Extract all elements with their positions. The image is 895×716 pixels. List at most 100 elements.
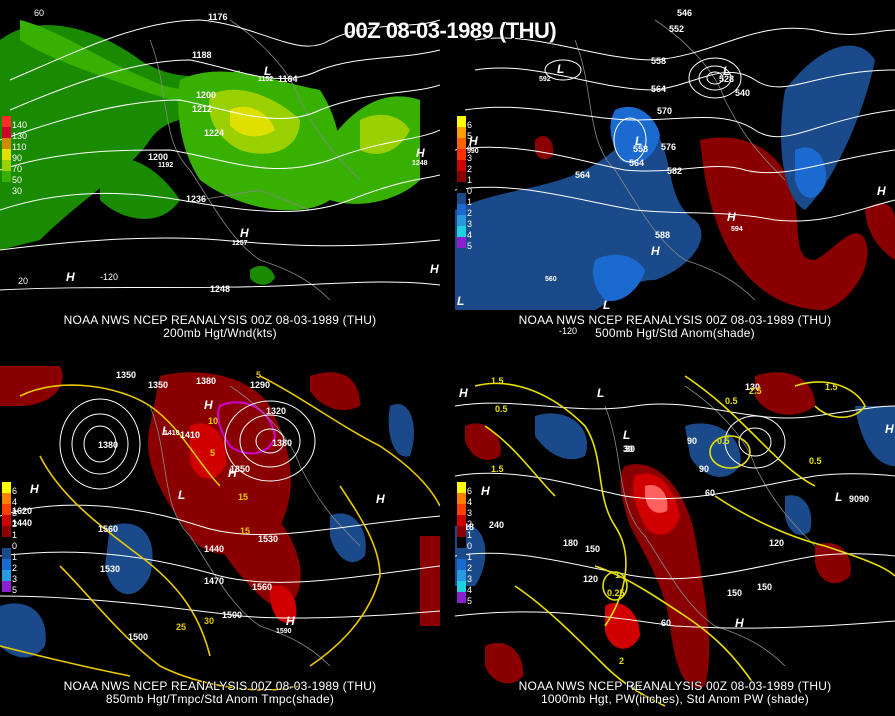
pw-label: 1.5 [491,464,504,474]
low-pressure-marker: L [635,134,643,148]
legend-swatch [2,515,11,526]
high-pressure-marker: H [481,484,490,498]
legend-label: 50 [12,175,23,185]
contour-label: 1380 [196,376,217,386]
legend-swatch [457,559,466,570]
map-200mb [0,19,440,301]
contour-label: 1176 [208,12,228,22]
legend-label: 2 [12,519,18,529]
contour-label: 1290 [250,380,271,390]
contour-label: 1257 [232,240,248,247]
contour-label: 1530 [258,534,279,544]
temperature-label: 25 [176,622,187,632]
legend-swatch [457,515,466,526]
high-pressure-marker: H [727,210,736,224]
contour-label: 120 [769,538,785,548]
legend-label: 3 [467,574,473,584]
low-pressure-marker: L [178,488,186,502]
temperature-label: 5 [256,370,262,380]
legend-swatch [2,559,11,570]
contour-label: 90 [859,494,870,504]
legend-label: 6 [12,486,18,496]
contour-label: 1440 [204,544,225,554]
contour-label: 1530 [100,564,121,574]
temperature-label: 15 [240,526,251,536]
high-pressure-marker: H [416,146,425,160]
legend-label: 1 [12,552,18,562]
contour-label: 564 [575,170,591,180]
panel-850mb: 1350 1350 1380 1290 1320 1410 1380 1350 … [0,366,440,716]
contour-label: 1200 [196,90,217,100]
contour-label: 60 [705,488,716,498]
high-pressure-marker: H [459,386,468,400]
pw-label: 0.5 [495,404,508,414]
legend-swatch [457,493,466,504]
temperature-label: 10 [208,416,219,426]
pw-label: 0.5 [809,456,822,466]
contour-label: 540 [735,88,751,98]
contour-label: 1410 [180,430,201,440]
high-pressure-marker: H [430,262,439,276]
contour-label: 120 [583,574,599,584]
legend-label: 1 [12,530,18,540]
contour-label: 558 [651,56,667,66]
contour-label: 552 [669,24,685,34]
contour-label: 576 [661,142,677,152]
contour-label: 240 [489,520,505,530]
legend-label: 4 [467,585,473,595]
legend-label: 5 [467,241,473,251]
legend-swatch [457,215,466,226]
legend-label: 30 [12,186,23,196]
legend-swatch [457,581,466,592]
high-pressure-marker: H [66,270,75,284]
contour-label: 1152 [258,76,274,83]
tick-label: -120 [100,272,119,282]
tick-label: 60 [34,8,45,18]
contour-label: 150 [757,582,773,592]
tick-label: -120 [559,326,578,336]
high-pressure-marker: H [651,244,660,258]
contour-label: 1410 [164,430,180,437]
low-pressure-marker: L [557,62,565,76]
contour-label: 150 [585,544,601,554]
map-850mb [0,366,440,691]
legend-label: 130 [12,131,28,141]
map-title: 00Z 08-03-1989 (THU) [343,18,557,43]
legend-label: 6 [467,120,473,130]
legend-swatch [2,526,11,537]
pw-label: 1 [615,570,621,580]
legend-swatch [2,581,11,592]
legend-label: 3 [12,508,18,518]
high-pressure-marker: H [204,398,213,412]
contour-label: 592 [539,76,551,83]
contour-label: 1500 [222,610,243,620]
legend-label: 3 [12,574,18,584]
legend-label: 140 [12,120,28,130]
legend-label: 3 [467,153,473,163]
pw-label: 2.5 [749,386,762,396]
legend-label: 70 [12,164,23,174]
contour-label: 590 [467,148,479,155]
legend-swatch [2,138,11,149]
contour-label: 1200 [148,152,169,162]
pw-label: 1.5 [825,382,838,392]
legend-swatch [457,548,466,559]
legend-swatch [457,226,466,237]
contour-label: 558 [633,144,649,154]
legend-swatch [2,127,11,138]
contour-label: 570 [657,106,673,116]
legend-label: 3 [467,219,473,229]
contour-label: 546 [677,8,693,18]
caption-line1: NOAA NWS NCEP REANALYSIS 00Z 08-03-1989 … [518,679,832,693]
contour-label: 1620 [12,506,33,516]
legend-swatch [2,160,11,171]
contour-label: 1560 [252,582,273,592]
low-pressure-marker: L [457,294,465,308]
map-500mb [455,19,895,310]
temperature-label: 30 [204,616,215,626]
high-pressure-marker: H [885,422,894,436]
legend-label: 5 [467,596,473,606]
legend-label: 90 [12,153,23,163]
contour-label: 60 [661,618,672,628]
legend-swatch [2,182,11,193]
